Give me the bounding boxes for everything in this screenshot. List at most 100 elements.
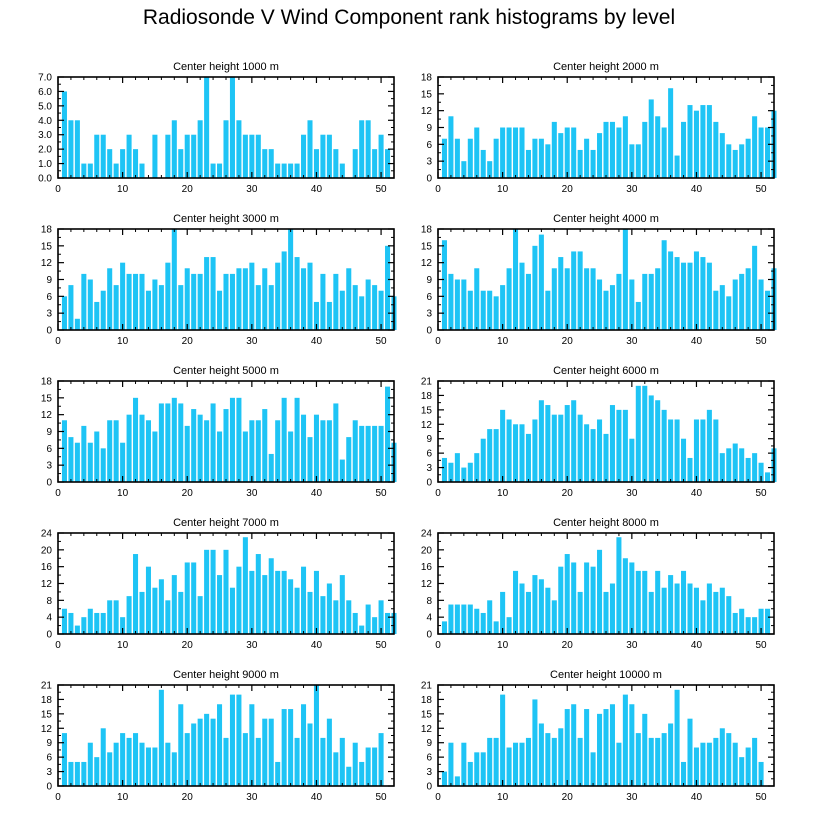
x-tick-label: 40: [691, 640, 703, 651]
histogram-bar: [359, 625, 365, 634]
histogram-bar: [648, 737, 654, 786]
histogram-bar: [313, 301, 319, 330]
histogram-bar: [113, 420, 119, 482]
histogram-bar: [359, 425, 365, 482]
histogram-bar: [255, 554, 261, 634]
histogram-bar: [609, 121, 615, 178]
histogram-bar: [519, 262, 525, 330]
histogram-bar: [210, 163, 216, 178]
page-title: Radiosonde V Wind Component rank histogr…: [142, 6, 676, 29]
histogram-bar: [609, 285, 615, 330]
histogram-bar: [603, 591, 609, 634]
histogram-bar: [378, 733, 384, 786]
histogram-bar: [81, 163, 87, 178]
histogram-bar: [294, 163, 300, 178]
y-tick-label: 6: [426, 753, 432, 764]
histogram-bar: [61, 296, 67, 330]
histogram-bar: [467, 138, 473, 178]
histogram-bar: [94, 431, 100, 482]
histogram-bar: [739, 608, 745, 634]
histogram-panel: Center height 6000 m 0 10 20 30 40 50 0 3 6 9 12 15 1…: [421, 365, 777, 499]
histogram-bar: [493, 621, 499, 635]
histogram-bar: [339, 575, 345, 634]
histogram-bar: [352, 420, 358, 482]
histogram-bar: [642, 273, 648, 330]
y-tick-label: 2.0: [38, 145, 52, 156]
histogram-bar: [687, 105, 693, 178]
histogram-bar: [674, 419, 680, 482]
y-tick-label: 18: [421, 695, 433, 706]
y-tick-label: 18: [421, 391, 433, 402]
histogram-bar: [603, 290, 609, 330]
histogram-bar: [165, 600, 171, 634]
histogram-bar: [622, 229, 628, 330]
histogram-bar: [461, 161, 467, 178]
histogram-bar: [513, 570, 519, 635]
histogram-bar: [558, 728, 564, 786]
histogram-bar: [313, 414, 319, 482]
histogram-bar: [81, 761, 87, 786]
x-tick-label: 10: [117, 640, 129, 651]
histogram-bar: [745, 138, 751, 178]
histogram-bar: [197, 273, 203, 330]
histogram-bar: [467, 462, 473, 482]
histogram-bar: [165, 742, 171, 786]
x-tick-label: 50: [376, 488, 388, 499]
histogram-bar: [732, 149, 738, 178]
x-tick-label: 20: [182, 184, 194, 195]
histogram-bar: [100, 448, 106, 482]
histogram-bar: [223, 737, 229, 786]
histogram-bar: [487, 290, 493, 330]
histogram-bar: [126, 596, 132, 635]
histogram-bar: [275, 761, 281, 786]
histogram-bar: [635, 385, 641, 482]
histogram-bar: [326, 301, 332, 330]
histogram-bar: [262, 575, 268, 634]
histogram-bar: [558, 133, 564, 178]
histogram-bar: [713, 419, 719, 482]
histogram-bar: [597, 279, 603, 330]
histogram-bar: [320, 737, 326, 786]
x-tick-label: 20: [562, 792, 574, 803]
histogram-bar: [713, 121, 719, 178]
x-tick-label: 0: [435, 184, 441, 195]
histogram-bar: [661, 127, 667, 178]
histogram-bar: [474, 268, 480, 330]
histogram-bar: [551, 121, 557, 178]
histogram-bar: [171, 752, 177, 786]
x-tick-label: 50: [376, 792, 388, 803]
histogram-panel: Center height 5000 m 0 10 20 30 40 50 0 3 6 9 12 15 1…: [41, 365, 397, 499]
histogram-bar: [372, 617, 378, 634]
x-tick-label: 0: [55, 640, 61, 651]
histogram-bar: [525, 149, 531, 178]
x-tick-label: 40: [311, 488, 323, 499]
histogram-bar: [100, 134, 106, 178]
histogram-bar: [538, 579, 544, 634]
histogram-bar: [674, 583, 680, 634]
histogram-bar: [532, 138, 538, 178]
histogram-bar: [765, 290, 771, 330]
histogram-bar: [622, 558, 628, 634]
histogram-bar: [584, 709, 590, 786]
histogram-bar: [320, 273, 326, 330]
histogram-bar: [739, 144, 745, 178]
y-tick-label: 8: [426, 596, 432, 607]
histogram-bar: [107, 149, 113, 178]
histogram-bar: [346, 600, 352, 634]
histogram-bar: [74, 120, 80, 178]
x-tick-label: 10: [497, 488, 509, 499]
histogram-bar: [346, 268, 352, 330]
y-tick-label: 9: [46, 427, 52, 438]
histogram-bar: [268, 149, 274, 178]
x-tick-label: 30: [626, 792, 638, 803]
histogram-bar: [320, 420, 326, 482]
histogram-bar: [752, 116, 758, 178]
histogram-bar: [726, 448, 732, 482]
histogram-bar: [275, 163, 281, 178]
y-tick-label: 21: [41, 681, 53, 692]
histogram-bar: [171, 575, 177, 634]
histogram-bar: [558, 566, 564, 634]
histogram-panel: Center height 4000 m 0 10 20 30 40 50 0 3 6 9 12 15 1…: [421, 213, 777, 347]
histogram-bar: [242, 268, 248, 330]
histogram-bar: [668, 88, 674, 178]
